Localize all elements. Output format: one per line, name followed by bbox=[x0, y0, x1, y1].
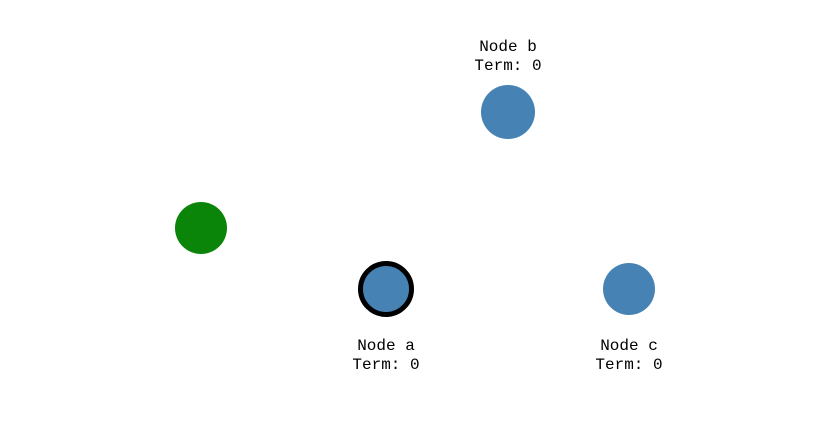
node-c-name: Node c bbox=[600, 337, 658, 355]
node-b-name: Node b bbox=[479, 38, 537, 56]
node-a-name: Node a bbox=[357, 337, 415, 355]
node-a-term: Term: 0 bbox=[352, 356, 420, 374]
node-green-circle[interactable] bbox=[175, 202, 227, 254]
node-c-circle[interactable] bbox=[603, 263, 655, 315]
node-b-label: Node b Term: 0 bbox=[474, 38, 541, 76]
node-c-term: Term: 0 bbox=[595, 356, 663, 374]
node-c-label: Node c Term: 0 bbox=[595, 337, 662, 375]
node-a-label: Node a Term: 0 bbox=[352, 337, 419, 375]
node-a-circle[interactable] bbox=[358, 261, 414, 317]
node-b-circle[interactable] bbox=[481, 85, 535, 139]
node-b-term: Term: 0 bbox=[474, 57, 542, 75]
